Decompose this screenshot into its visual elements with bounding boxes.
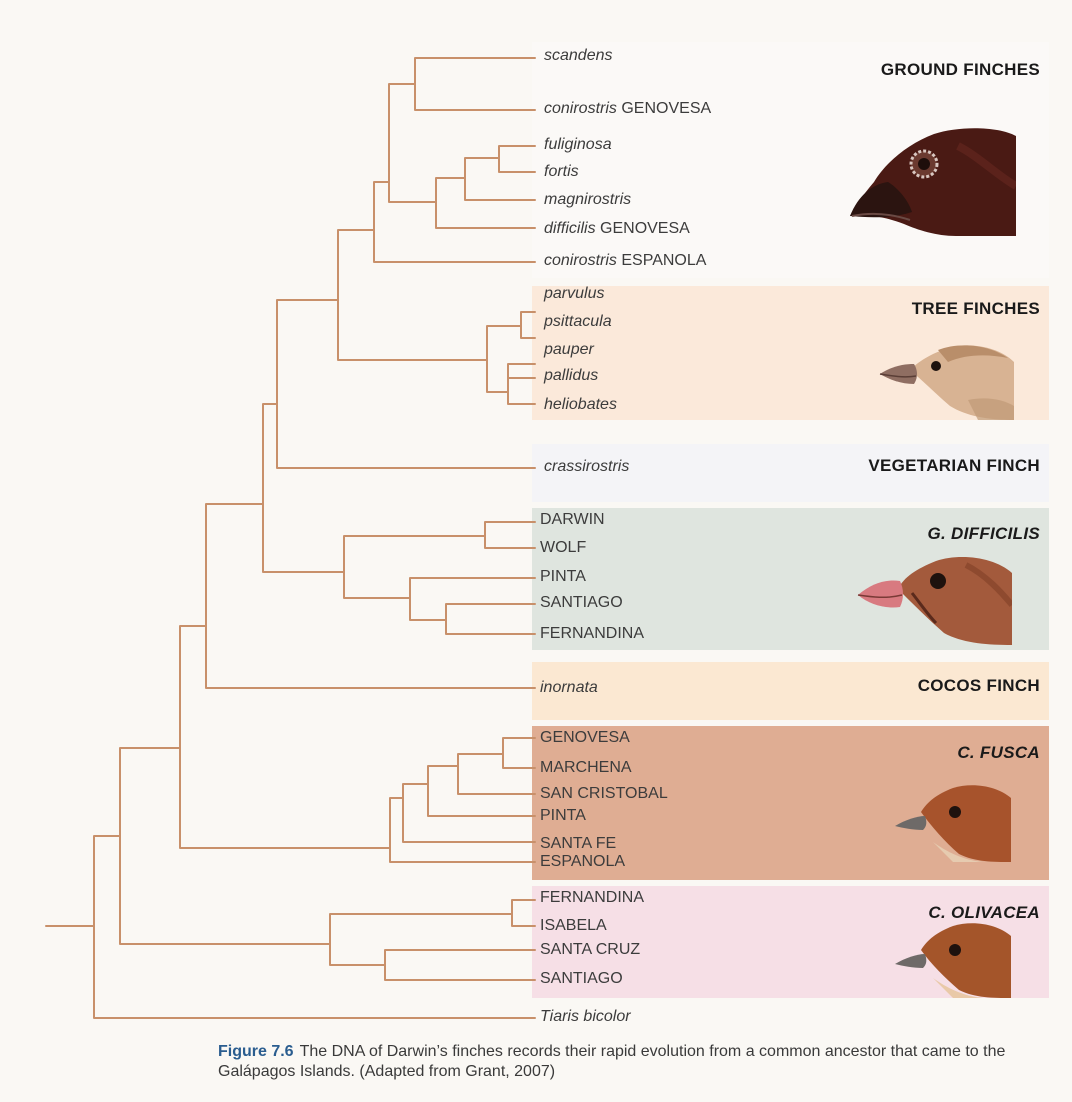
figure-caption-text: The DNA of Darwin’s finches records thei… bbox=[218, 1043, 1006, 1080]
branch-olivacea bbox=[329, 913, 513, 966]
leaf-pauper: pauper bbox=[544, 341, 594, 358]
group-title-c-olivacea: C. OLIVACEA bbox=[928, 903, 1040, 922]
branch-olivacea-b bbox=[384, 949, 536, 981]
leaf-pallidus: pallidus bbox=[544, 367, 599, 384]
branch-fusca-a bbox=[402, 783, 536, 843]
branch-difficilis-c bbox=[445, 603, 536, 635]
leaf-gd-pinta: PINTA bbox=[540, 568, 586, 585]
leaf-fortis: fortis bbox=[544, 163, 579, 180]
leaf-conirostris-genovesa: conirostris GENOVESA bbox=[544, 100, 712, 117]
figure-label: Figure 7.6 bbox=[218, 1043, 294, 1060]
branch-olivacea-a bbox=[511, 899, 536, 927]
leaf-heliobates: heliobates bbox=[544, 396, 617, 413]
group-title-vegetarian-finch: VEGETARIAN FINCH bbox=[868, 456, 1040, 475]
branch-node-206 bbox=[205, 503, 536, 689]
leaf-co-isabela: ISABELA bbox=[540, 917, 607, 934]
leaf-cf-pinta: PINTA bbox=[540, 807, 586, 824]
branch-difficilis-a bbox=[484, 521, 536, 549]
leaf-cf-san-cristobal: SAN CRISTOBAL bbox=[540, 785, 668, 802]
branch-node-499 bbox=[498, 145, 536, 173]
c-fusca-finch-illustration bbox=[895, 785, 1011, 862]
leaf-inornata: inornata bbox=[540, 679, 598, 696]
tree-finch-illustration bbox=[879, 345, 1014, 420]
leaf-cf-marchena: MARCHENA bbox=[540, 759, 632, 776]
group-title-c-fusca: C. FUSCA bbox=[957, 743, 1040, 762]
group-title-tree-finches: TREE FINCHES bbox=[911, 299, 1040, 318]
branch-node-374 bbox=[373, 181, 536, 263]
leaf-gd-wolf: WOLF bbox=[540, 539, 587, 556]
branch-node-465 bbox=[464, 157, 536, 201]
leaf-psittacula: psittacula bbox=[544, 313, 612, 330]
branch-root-split bbox=[93, 835, 536, 1019]
leaf-cf-genovesa: GENOVESA bbox=[540, 729, 630, 746]
leaf-co-santiago: SANTIAGO bbox=[540, 970, 623, 987]
leaf-crassirostris: crassirostris bbox=[544, 458, 630, 475]
c-olivacea-finch-illustration bbox=[895, 923, 1011, 998]
cocos-finch-band bbox=[532, 662, 1049, 720]
vegetarian-finch-band bbox=[532, 444, 1049, 502]
leaf-magnirostris: magnirostris bbox=[544, 191, 632, 208]
branch-node-180 bbox=[179, 625, 391, 849]
leaf-conirostris-espanola: conirostris ESPANOLA bbox=[544, 252, 707, 269]
branch-tree-a bbox=[520, 311, 536, 339]
leaf-gd-fernandina: FERNANDINA bbox=[540, 625, 645, 642]
leaf-cf-espanola: ESPANOLA bbox=[540, 853, 626, 870]
leaf-fuliginosa: fuliginosa bbox=[544, 136, 612, 153]
leaf-co-santa-cruz: SANTA CRUZ bbox=[540, 941, 641, 958]
group-title-ground-finches: GROUND FINCHES bbox=[880, 60, 1040, 79]
group-title-g-difficilis: G. DIFFICILIS bbox=[927, 524, 1040, 543]
leaf-gd-darwin: DARWIN bbox=[540, 511, 605, 528]
branch-difficilis-b bbox=[409, 577, 536, 621]
figure-caption: Figure 7.6 The DNA of Darwin’s finches re… bbox=[218, 1042, 1018, 1082]
branch-fusca-b bbox=[427, 765, 536, 817]
leaf-tiaris-bicolor: Tiaris bicolor bbox=[540, 1008, 631, 1025]
branch-node-263 bbox=[262, 403, 345, 573]
leaf-cf-santa-fe: SANTA FE bbox=[540, 835, 617, 852]
branch-fusca bbox=[389, 797, 536, 863]
branch-fusca-c bbox=[457, 753, 536, 795]
leaf-scandens: scandens bbox=[544, 47, 613, 64]
ground-finch-illustration bbox=[850, 128, 1016, 236]
branch-tree-b bbox=[507, 363, 536, 405]
branch-scandens bbox=[414, 57, 536, 111]
group-title-cocos-finch: COCOS FINCH bbox=[917, 676, 1040, 695]
leaf-parvulus: parvulus bbox=[544, 285, 605, 302]
branch-node-338 bbox=[337, 229, 488, 361]
branch-node-277 bbox=[276, 299, 536, 469]
branch-difficilis bbox=[343, 535, 486, 599]
branch-node-389 bbox=[388, 83, 437, 203]
leaf-gd-santiago: SANTIAGO bbox=[540, 594, 623, 611]
branch-tree-finches bbox=[486, 325, 522, 393]
leaf-co-fernandina: FERNANDINA bbox=[540, 889, 645, 906]
branch-node-436 bbox=[435, 177, 536, 229]
g-difficilis-finch-illustration bbox=[857, 557, 1012, 645]
leaf-difficilis-genovesa: difficilis GENOVESA bbox=[544, 220, 690, 237]
branch-fusca-d bbox=[502, 737, 536, 769]
branch-node-120 bbox=[119, 747, 331, 945]
